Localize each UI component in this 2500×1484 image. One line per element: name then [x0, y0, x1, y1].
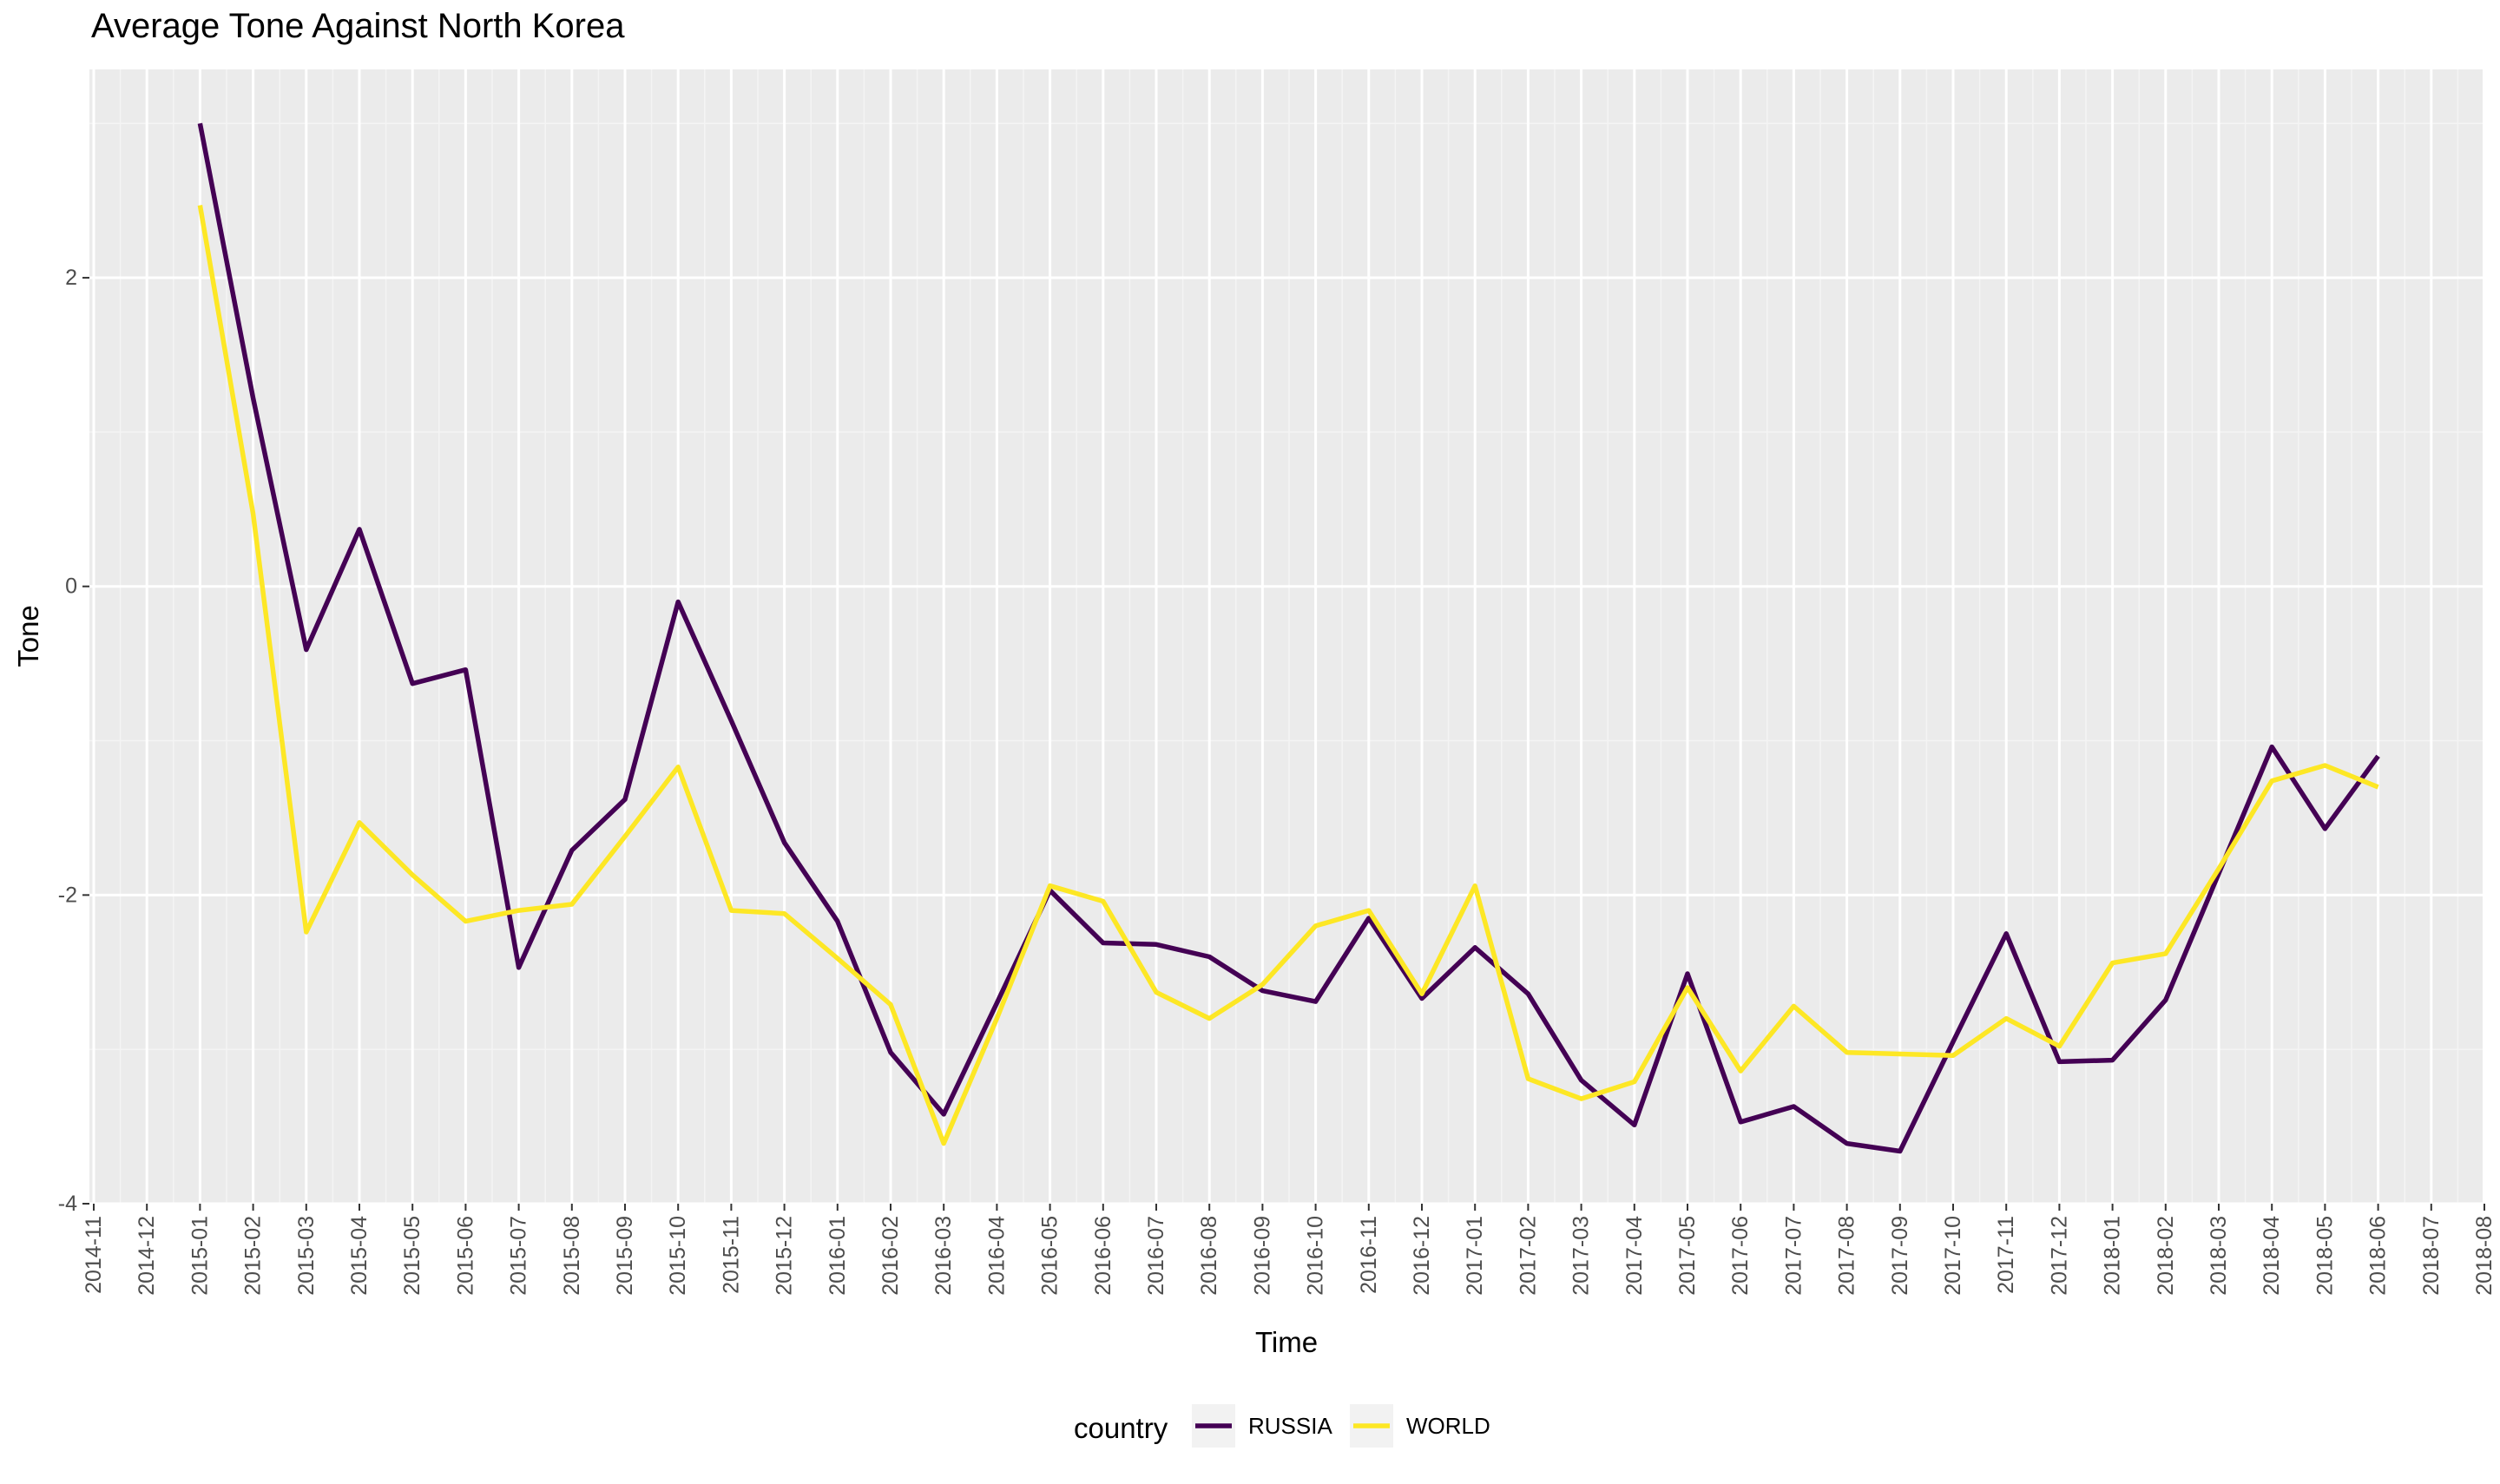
x-tick-label: 2017-10: [1941, 1216, 1965, 1296]
x-tick-label: 2015-05: [400, 1216, 424, 1296]
x-tick-label: 2014-12: [135, 1216, 159, 1296]
x-tick-label: 2017-09: [1888, 1216, 1912, 1296]
x-tick-label: 2016-05: [1038, 1216, 1062, 1296]
x-tick-label: 2018-01: [2101, 1216, 2125, 1296]
major-gridlines: [89, 69, 2486, 1205]
x-tick-label: 2017-01: [1463, 1216, 1487, 1296]
x-tick-label: 2016-03: [931, 1216, 956, 1296]
y-axis-title: Tone: [12, 605, 44, 667]
x-tick-label: 2018-05: [2312, 1216, 2337, 1296]
x-tick-label: 2015-08: [560, 1216, 584, 1296]
x-tick-label: 2018-08: [2472, 1216, 2497, 1296]
x-tick-label: 2018-06: [2366, 1216, 2391, 1296]
x-tick-label: 2017-05: [1675, 1216, 1700, 1296]
x-tick-label: 2016-09: [1250, 1216, 1274, 1296]
x-tick-label: 2015-01: [188, 1216, 212, 1296]
plot-panel: [89, 69, 2483, 1204]
x-tick-label: 2016-10: [1304, 1216, 1328, 1296]
x-tick-label: 2017-02: [1516, 1216, 1540, 1296]
x-tick-label: 2016-07: [1144, 1216, 1168, 1296]
x-axis-title: Time: [1255, 1326, 1318, 1358]
x-tick-label: 2015-12: [773, 1216, 797, 1296]
x-tick-label: 2014-11: [82, 1216, 106, 1294]
x-tick-label: 2015-07: [507, 1216, 531, 1296]
y-tick-label: -2: [58, 883, 77, 907]
x-tick-label: 2016-11: [1357, 1216, 1381, 1294]
y-axis: -4 -2 0 2: [58, 266, 89, 1216]
x-tick-label: 2015-11: [719, 1216, 743, 1294]
y-tick-label: 0: [65, 575, 77, 599]
x-tick-label: 2016-02: [878, 1216, 903, 1296]
series-line-russia: [197, 122, 2380, 1154]
x-tick-label: 2017-03: [1569, 1216, 1594, 1296]
x-axis: 2014-11 2014-12 2015-01 2015-02 2015-03 2015-…: [82, 1204, 2497, 1296]
y-tick-label: -4: [58, 1192, 77, 1216]
legend: country RUSSIA WORLD: [1074, 1404, 1490, 1448]
x-tick-label: 2017-07: [1781, 1216, 1806, 1296]
series-lines: [197, 122, 2380, 1154]
y-tick-label: 2: [65, 266, 77, 290]
legend-title: country: [1074, 1412, 1168, 1444]
x-tick-label: 2015-03: [294, 1216, 319, 1296]
x-tick-label: 2018-07: [2419, 1216, 2444, 1296]
x-tick-label: 2015-02: [241, 1216, 266, 1296]
series-line-world: [197, 205, 2379, 1146]
x-tick-label: 2016-06: [1091, 1216, 1115, 1296]
x-tick-label: 2015-06: [453, 1216, 477, 1296]
x-tick-label: 2016-08: [1197, 1216, 1221, 1296]
x-tick-label: 2018-02: [2154, 1216, 2178, 1296]
x-tick-label: 2017-04: [1622, 1216, 1647, 1296]
x-tick-label: 2016-01: [826, 1216, 850, 1296]
x-tick-label: 2018-04: [2260, 1216, 2284, 1296]
x-tick-label: 2017-08: [1835, 1216, 1859, 1296]
legend-label: RUSSIA: [1248, 1413, 1332, 1439]
chart-title: Average Tone Against North Korea: [91, 7, 625, 45]
x-tick-label: 2018-03: [2207, 1216, 2231, 1296]
x-tick-label: 2015-04: [347, 1216, 372, 1296]
x-tick-label: 2017-12: [2047, 1216, 2071, 1296]
x-tick-label: 2015-09: [613, 1216, 637, 1296]
legend-label: WORLD: [1406, 1413, 1490, 1439]
x-tick-label: 2017-06: [1728, 1216, 1753, 1296]
x-tick-label: 2017-11: [1994, 1216, 2018, 1294]
x-tick-label: 2015-10: [666, 1216, 690, 1296]
x-tick-label: 2016-04: [984, 1216, 1009, 1296]
x-tick-label: 2016-12: [1410, 1216, 1434, 1296]
